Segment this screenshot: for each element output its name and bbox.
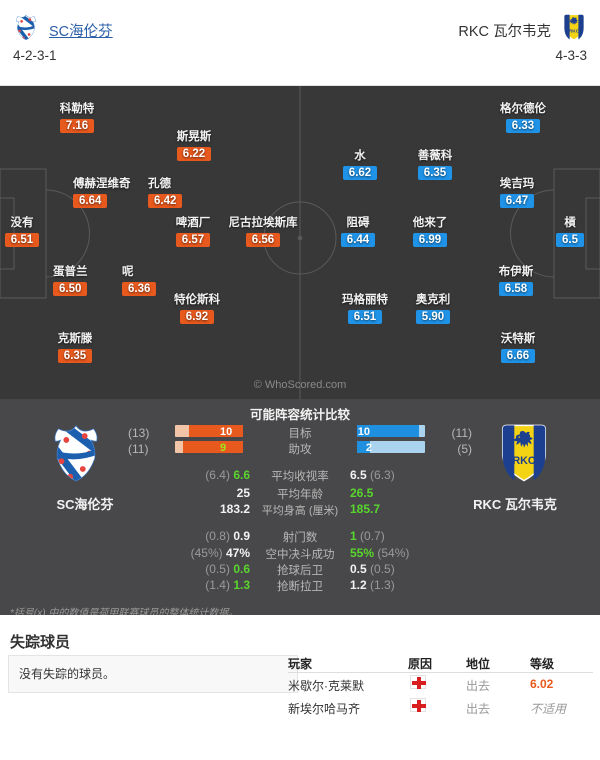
svg-text:RKC: RKC — [569, 28, 580, 34]
svg-text:RKC: RKC — [512, 455, 535, 467]
